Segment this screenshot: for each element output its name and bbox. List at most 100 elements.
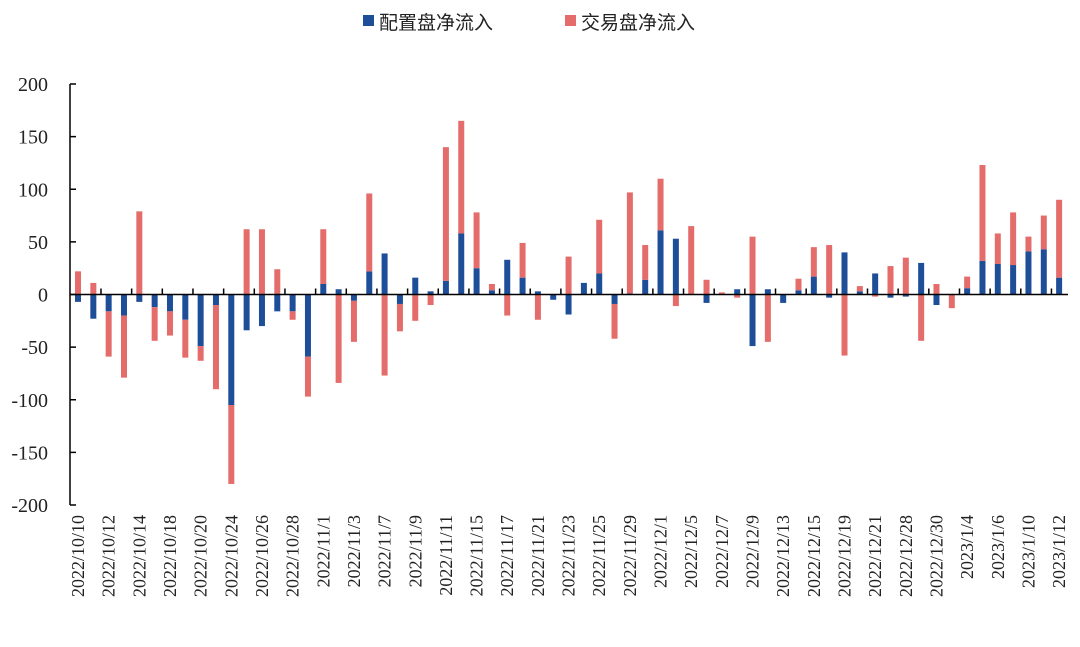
bar-series-1-32 [565, 256, 572, 295]
bar-series-1-62 [1025, 236, 1032, 252]
x-tick-label: 2022/10/26 [252, 515, 272, 597]
bar-series-1-57 [948, 294, 955, 309]
bar-series-1-64 [1056, 199, 1063, 278]
bar-series-1-47 [795, 278, 802, 291]
bar-series-1-54 [902, 257, 909, 295]
y-tick-label: 100 [18, 179, 48, 201]
bar-series-0-8 [197, 294, 204, 347]
bar-series-1-10 [228, 405, 235, 484]
bar-series-1-0 [75, 271, 81, 295]
bar-series-0-64 [1056, 277, 1063, 295]
bar-series-1-63 [1040, 215, 1047, 250]
x-tick-label: 2023/1/4 [957, 515, 977, 579]
bar-series-0-59 [979, 260, 986, 295]
bar-series-1-49 [826, 245, 833, 295]
bar-series-1-19 [366, 193, 373, 272]
bar-series-1-16 [320, 229, 327, 284]
x-tick-label: 2023/1/10 [1018, 515, 1038, 588]
bar-series-1-22 [412, 294, 419, 321]
x-tick-label: 2022/11/7 [375, 515, 395, 587]
bar-series-1-52 [872, 294, 879, 297]
bar-series-0-60 [994, 263, 1001, 295]
bar-series-1-17 [335, 294, 342, 383]
legend: 配置盘净流入 交易盘净流入 [363, 12, 695, 34]
x-tick-label: 2022/10/12 [99, 515, 119, 597]
x-tick-label: 2022/11/17 [497, 515, 517, 596]
y-tick-label: -50 [21, 337, 48, 359]
bar-series-0-44 [749, 294, 756, 347]
bar-series-1-30 [534, 294, 541, 320]
y-tick-label: 50 [28, 232, 48, 254]
bar-series-0-58 [964, 288, 971, 295]
x-tick-label: 2022/11/11 [436, 515, 456, 596]
bar-series-1-55 [918, 294, 925, 341]
bar-series-1-29 [519, 242, 526, 278]
x-tick-label: 2022/12/7 [712, 515, 732, 588]
bar-series-0-11 [243, 294, 250, 331]
bar-series-0-25 [458, 233, 465, 295]
bar-series-1-3 [120, 315, 127, 378]
x-tick-label: 2022/10/14 [129, 515, 149, 597]
bar-series-0-43 [734, 289, 741, 295]
bar-series-1-9 [212, 305, 219, 390]
bar-series-1-24 [442, 147, 449, 281]
bar-series-0-19 [366, 271, 373, 295]
bar-series-0-10 [228, 294, 235, 406]
x-tick-label: 2022/11/25 [589, 515, 609, 596]
axes [69, 83, 1068, 506]
x-tick-label: 2023/1/12 [1049, 515, 1069, 588]
bar-series-0-7 [182, 294, 189, 320]
bar-series-1-7 [182, 319, 189, 358]
bar-series-0-15 [304, 294, 311, 357]
x-tick-label: 2022/11/9 [405, 515, 425, 587]
bar-series-0-20 [381, 253, 388, 295]
legend-swatch-series-1 [565, 15, 576, 26]
bar-series-0-5 [151, 294, 158, 308]
bar-series-0-26 [473, 268, 480, 295]
bar-series-0-48 [810, 276, 817, 295]
bar-series-0-46 [780, 294, 787, 303]
bar-series-0-16 [320, 283, 327, 295]
bar-series-0-63 [1040, 249, 1047, 295]
x-tick-label: 2022/10/10 [68, 515, 88, 597]
x-tick-label: 2022/10/24 [221, 515, 241, 597]
bar-series-0-13 [274, 294, 281, 312]
bar-series-0-30 [534, 291, 541, 295]
bar-series-1-38 [657, 178, 664, 231]
bar-series-0-2 [105, 294, 112, 312]
bar-series-0-53 [887, 294, 894, 298]
x-tick-label: 2022/12/28 [896, 515, 916, 597]
bar-series-0-9 [212, 294, 219, 306]
bar-series-0-62 [1025, 251, 1032, 295]
bar-series-1-35 [611, 303, 618, 339]
bar-series-1-1 [90, 282, 97, 295]
bar-series-0-28 [504, 259, 511, 295]
x-tick-label: 2022/10/28 [283, 515, 303, 597]
bar-series-1-53 [887, 266, 894, 295]
y-tick-label: -100 [11, 390, 48, 412]
bar-series-1-56 [933, 283, 940, 295]
bar-series-1-4 [136, 211, 143, 295]
bar-series-1-45 [764, 294, 771, 342]
bar-series-1-37 [642, 245, 649, 280]
bar-series-0-51 [856, 291, 863, 295]
x-tick-label: 2022/11/29 [620, 515, 640, 596]
bar-series-1-14 [289, 311, 296, 320]
bar-series-1-43 [734, 294, 741, 298]
bar-series-0-6 [166, 294, 173, 312]
bar-series-1-21 [396, 303, 403, 332]
bar-series-1-18 [350, 300, 357, 342]
bar-series-0-31 [550, 294, 557, 300]
x-tick-label: 2022/11/1 [313, 515, 333, 587]
bar-series-1-42 [718, 292, 725, 295]
bar-series-0-23 [427, 291, 434, 295]
x-tick-label: 2022/10/20 [191, 515, 211, 597]
bar-series-1-50 [841, 294, 848, 356]
bar-series-0-21 [396, 294, 403, 304]
x-tick-label: 2022/10/18 [160, 515, 180, 597]
bar-series-1-13 [274, 269, 281, 295]
bar-series-1-2 [105, 311, 112, 357]
bar-series-1-61 [1010, 212, 1017, 266]
bar-series-0-38 [657, 230, 664, 295]
